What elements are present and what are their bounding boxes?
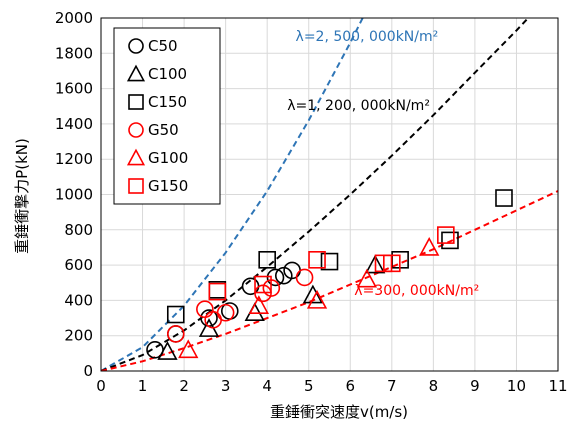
data-point-c100: [302, 284, 324, 304]
data-point-c150: [258, 251, 276, 269]
data-point-c150: [441, 231, 459, 250]
x-tick-label: 2: [179, 377, 189, 395]
x-tick-label: 1: [138, 377, 148, 395]
data-points: [146, 189, 513, 360]
x-tick-label: 6: [345, 377, 355, 395]
data-point-c150: [320, 252, 339, 271]
data-point-c100: [157, 341, 178, 360]
y-tick-label: 200: [64, 327, 93, 345]
x-tick-labels: 0 1 2 3 4 5 6 7 8 9 10 11: [96, 377, 567, 395]
y-tick-label: 800: [64, 221, 93, 239]
data-point-c100: [244, 302, 265, 322]
x-axis-title: 重錘衝突速度v(m/s): [270, 403, 408, 421]
y-tick-label: 1000: [55, 186, 93, 204]
data-point-c50: [266, 268, 285, 287]
data-point-g150: [383, 254, 401, 273]
data-point-g50: [166, 325, 185, 343]
y-tick-label: 1200: [55, 150, 93, 168]
data-point-c150: [166, 305, 185, 324]
y-tick-label: 600: [64, 256, 93, 274]
legend-label-g50: G50: [148, 121, 179, 139]
y-axis-title: 重錘衝撃力P(kN): [13, 138, 31, 254]
legend-box: [113, 27, 221, 205]
x-tick-label: 4: [262, 377, 272, 395]
y-tick-label: 1600: [55, 80, 93, 98]
y-tick-label: 1400: [55, 115, 93, 133]
legend-label-g100: G100: [148, 149, 188, 167]
regression-curves: [101, 18, 558, 371]
plot-area-frame: [100, 17, 559, 372]
legend-marker-g150: [128, 178, 144, 194]
data-point-g100: [306, 289, 328, 309]
data-point-g50: [196, 300, 214, 319]
data-point-g50: [295, 268, 314, 287]
curve-annotation-label: λ=300, 000kN/m²: [354, 283, 479, 299]
legend-marker-c150: [128, 94, 144, 110]
x-tick-label: 9: [470, 377, 480, 395]
data-point-g150: [437, 226, 455, 244]
y-tick-label: 1800: [55, 44, 93, 62]
y-tick-label: 400: [64, 291, 93, 309]
legend-label-c50: C50: [148, 37, 178, 55]
data-point-c150: [495, 189, 513, 207]
x-tick-label: 7: [387, 377, 397, 395]
x-tick-label: 0: [96, 377, 106, 395]
fit-curve-line: [101, 18, 530, 371]
curve-annotation-label: λ=2, 500, 000kN/m²: [296, 29, 439, 45]
curve-annotations: λ=2, 500, 000kN/m² λ=1, 200, 000kN/m² λ=30…: [287, 29, 479, 299]
data-point-g100: [248, 295, 270, 314]
x-tick-label: 3: [221, 377, 231, 395]
data-point-g100: [178, 339, 199, 359]
data-point-g150: [208, 282, 227, 301]
data-point-g50: [216, 303, 235, 322]
y-tick-label: 2000: [55, 9, 93, 27]
legend-label-g150: G150: [148, 177, 188, 195]
x-tick-label: 11: [548, 377, 567, 395]
data-point-g150: [254, 275, 272, 294]
data-point-c100: [365, 254, 386, 274]
x-tick-label: 8: [429, 377, 439, 395]
legend-marker-c50: [128, 38, 144, 54]
legend-label-c100: C100: [148, 65, 187, 83]
fit-curve-line: [101, 190, 558, 371]
curve-annotation-label: λ=1, 200, 000kN/m²: [287, 98, 430, 114]
data-point-g100: [356, 268, 378, 288]
legend-marker-c100: [126, 64, 146, 82]
data-point-g150: [308, 251, 326, 269]
x-tick-label: 5: [304, 377, 314, 395]
x-tick-label: 10: [507, 377, 526, 395]
legend-marker-g100: [126, 148, 146, 166]
legend: C50 C100 C150 G50 G100 G150: [113, 27, 221, 205]
y-tick-label: 0: [83, 362, 93, 380]
data-point-g100: [419, 236, 440, 256]
legend-label-c150: C150: [148, 93, 187, 111]
legend-marker-g50: [128, 122, 144, 138]
y-tick-labels: 0 200 400 600 800 1000 1200 1400 1600 1800 2000: [55, 9, 93, 380]
